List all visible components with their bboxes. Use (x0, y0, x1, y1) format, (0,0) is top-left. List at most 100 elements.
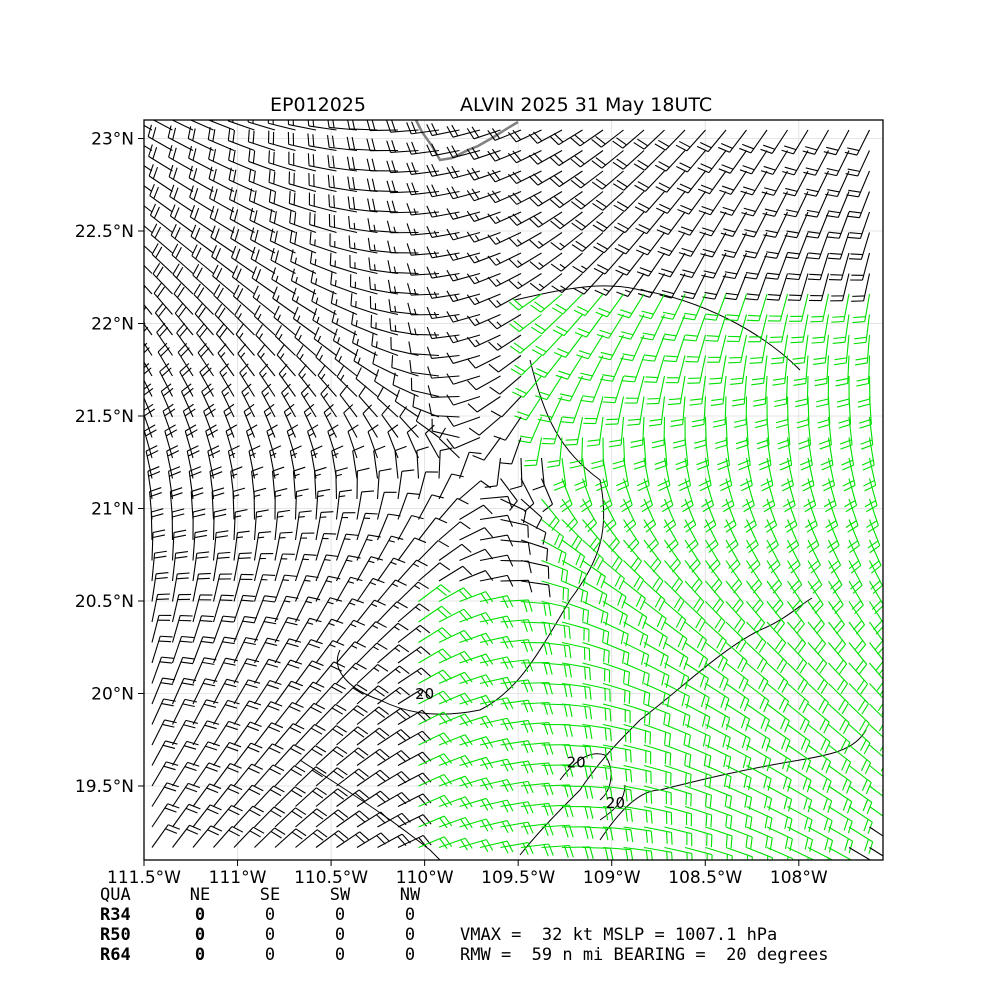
wind-barb (438, 473, 464, 500)
wind-barb (387, 424, 399, 459)
wind-barb (487, 169, 522, 183)
wind-barb (799, 437, 813, 471)
wind-barb (705, 662, 729, 692)
wind-barb (148, 144, 173, 172)
wind-barb (438, 608, 473, 623)
wind-barb (746, 601, 766, 634)
wind-barb (627, 396, 645, 426)
wind-barb (717, 129, 747, 153)
wind-barb (864, 478, 878, 513)
wind-barb (397, 730, 432, 746)
wind-barb (295, 745, 327, 766)
wind-barb (826, 519, 840, 554)
wind-barb (663, 334, 686, 363)
wind-barb (288, 171, 317, 193)
wind-barb (520, 843, 554, 857)
y-tick-label: 23°N (91, 130, 134, 150)
wind-barb (367, 218, 399, 234)
wind-barb (772, 355, 789, 386)
wind-barb (446, 186, 481, 200)
wind-barb (315, 511, 334, 541)
wind-barb (828, 683, 849, 715)
wind-barb (356, 811, 391, 828)
wind-barb (684, 805, 713, 828)
wind-barb (213, 657, 238, 684)
wind-barb (356, 685, 389, 705)
wind-barb (684, 601, 706, 632)
wind-barb (315, 830, 349, 848)
wind-barb (377, 644, 410, 664)
wind-barb (173, 283, 194, 315)
wind-barb (643, 764, 672, 786)
wind-barb (329, 252, 358, 275)
wind-barb (326, 135, 358, 152)
wind-barb (232, 284, 255, 315)
wind-barb (446, 145, 481, 159)
wind-barb (466, 167, 501, 181)
wind-barb (623, 805, 653, 824)
wind-barb (807, 703, 830, 734)
wind-barb (335, 489, 352, 520)
wind-barb (386, 180, 419, 194)
wind-barb (227, 128, 255, 152)
wind-barb (807, 826, 834, 853)
wind-barb (822, 457, 836, 492)
wind-barb (356, 706, 390, 725)
wind-barb (812, 334, 830, 365)
wind-barb (459, 527, 494, 541)
wind-barb (254, 764, 285, 787)
wind-barb (336, 789, 369, 807)
wind-barb (520, 621, 552, 636)
wind-barb (191, 244, 214, 274)
wind-barb (172, 782, 201, 807)
wind-barb (410, 377, 440, 398)
wind-barb (524, 437, 543, 467)
wind-barb (600, 355, 625, 382)
wind-barb (684, 785, 712, 808)
wind-barb (446, 373, 481, 385)
table-cell: 0 (335, 925, 345, 945)
wind-barb (549, 150, 583, 167)
contour-line (299, 759, 441, 860)
wind-barb (314, 466, 327, 500)
wind-barb (274, 786, 306, 807)
wind-barb (327, 424, 339, 459)
wind-barb (160, 383, 174, 418)
wind-barb (211, 487, 225, 520)
wind-barb (684, 764, 712, 788)
wind-barb (782, 170, 809, 197)
wind-barb (315, 767, 348, 787)
wind-barb (700, 232, 727, 258)
wind-barb (149, 183, 173, 213)
wind-barb (253, 531, 272, 561)
wind-barb (171, 551, 188, 582)
wind-barb (582, 560, 606, 589)
wind-barb (208, 166, 235, 192)
x-tick-label: 111°W (209, 868, 267, 888)
wind-barb (307, 133, 337, 152)
wind-barb (746, 703, 770, 732)
wind-barb (828, 765, 852, 794)
wind-barb (330, 271, 358, 295)
wind-barb (467, 396, 501, 413)
wind-barb (580, 375, 604, 403)
table-header-cell: NW (400, 885, 421, 905)
wind-barb (602, 519, 620, 552)
wind-barb (602, 805, 633, 823)
wind-barb (274, 531, 293, 561)
wind-barb (446, 249, 481, 261)
wind-barb (228, 147, 255, 172)
wind-barb (418, 794, 453, 808)
wind-barb (459, 591, 494, 604)
wind-barb (192, 783, 222, 807)
wind-barb (287, 132, 317, 152)
wind-barb (561, 764, 594, 779)
wind-barb (790, 314, 809, 344)
wind-barb (869, 765, 883, 792)
x-tick-label: 108.5°W (668, 868, 742, 888)
wind-barb (725, 293, 748, 322)
wind-barb (869, 560, 883, 594)
wind-barb (459, 632, 494, 646)
wind-barb (227, 445, 240, 479)
wind-barb (684, 560, 703, 593)
